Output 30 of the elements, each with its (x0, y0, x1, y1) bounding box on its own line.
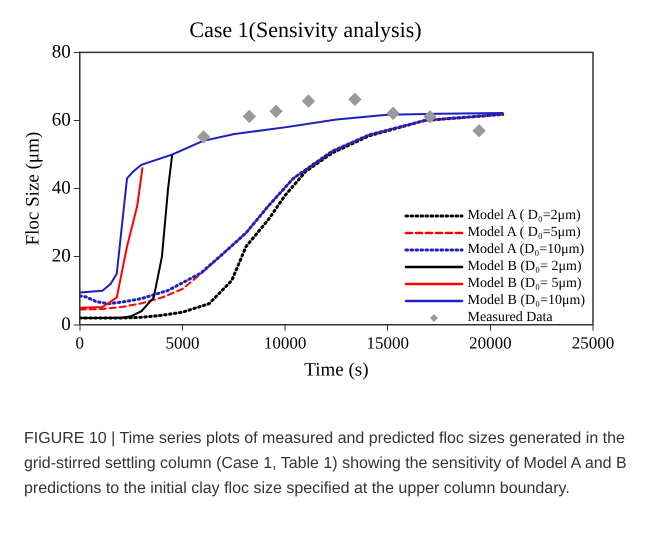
legend-label: Model B (D₀=10μm) (468, 292, 585, 309)
point (472, 124, 486, 138)
point (424, 110, 437, 124)
legend-label: Model A (D₀=10μm) (468, 241, 584, 258)
legend-label: Model B (D₀= 5μm) (468, 275, 582, 292)
x-tick-label: 10000 (264, 333, 306, 352)
point (270, 104, 283, 118)
point (242, 110, 256, 123)
x-tick-label: 25000 (572, 333, 614, 352)
x-tick-label: 5000 (165, 333, 200, 352)
x-axis-title: Time (s) (304, 360, 369, 381)
point (197, 130, 210, 144)
y-tick-label: 80 (52, 41, 71, 62)
caption: FIGURE 10 | Time series plots of measured and predicted floc sizes generated in the grid-stirred settling column (Case 1, Table 1) showing the sensitivity of Model A and B predictions to the initial clay floc size specified at the upper column boundary. (24, 429, 628, 499)
point (386, 106, 400, 120)
x-tick-label: 20000 (469, 333, 512, 352)
legend-label: Model B (D₀= 2μm) (468, 258, 582, 275)
x-tick-label: 15000 (366, 333, 409, 352)
y-tick-label: 20 (52, 246, 71, 267)
y-tick-label: 0 (61, 314, 71, 335)
y-tick-label: 60 (52, 109, 71, 130)
point (302, 94, 315, 108)
y-axis-title: Floc Size (μm) (22, 132, 44, 246)
x-tick-label: 0 (76, 333, 84, 352)
chart-title: Case 1(Sensivity analysis) (189, 16, 422, 42)
legend-label: Model A ( D₀=2μm) (468, 207, 581, 224)
point (348, 92, 362, 106)
legend-label: Model A ( D₀=5μm) (468, 224, 581, 241)
legend-label: Measured Data (468, 309, 553, 326)
y-tick-label: 40 (52, 178, 71, 199)
